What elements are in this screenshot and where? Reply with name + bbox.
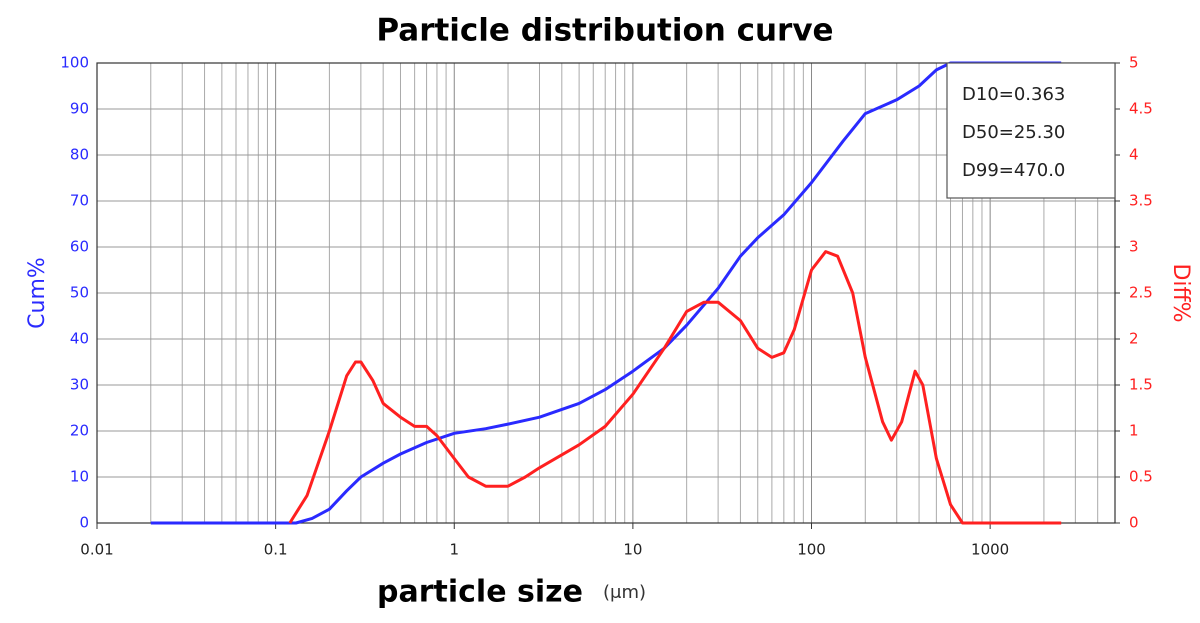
annotation-box bbox=[946, 62, 1116, 199]
series-line bbox=[288, 250, 1062, 525]
y-tick-label: 70 bbox=[70, 192, 89, 210]
y2-tick-label: 1.5 bbox=[1129, 376, 1153, 394]
y-tick-label: 40 bbox=[70, 330, 89, 348]
y-tick-label: 0 bbox=[79, 514, 89, 532]
y2-axis-label: Diff% bbox=[1168, 263, 1193, 322]
y2-tick-label: 0 bbox=[1129, 514, 1139, 532]
y-tick-label: 20 bbox=[70, 422, 89, 440]
x-tick-label: 0.01 bbox=[80, 541, 113, 559]
x-tick-label: 1 bbox=[449, 541, 459, 559]
series-line bbox=[150, 61, 1062, 525]
y-axis-label: Cum% bbox=[25, 257, 50, 329]
y2-tick-label: 4 bbox=[1129, 146, 1139, 164]
y2-tick-label: 1 bbox=[1129, 422, 1139, 440]
y-tick-label: 10 bbox=[70, 468, 89, 486]
annotation: D50=25.30 bbox=[962, 122, 1065, 143]
y2-tick-label: 3.5 bbox=[1129, 192, 1153, 210]
annotation: D99=470.0 bbox=[962, 160, 1065, 181]
plot-frame bbox=[96, 62, 1116, 524]
chart-title: Particle distribution curve bbox=[376, 13, 833, 49]
y-tick-label: 80 bbox=[70, 146, 89, 164]
y2-tick-label: 0.5 bbox=[1129, 468, 1153, 486]
y-tick-label: 60 bbox=[70, 238, 89, 256]
y2-tick-label: 2.5 bbox=[1129, 284, 1153, 302]
y-tick-label: 100 bbox=[60, 54, 89, 72]
y2-tick-label: 3 bbox=[1129, 238, 1139, 256]
y2-tick-label: 2 bbox=[1129, 330, 1139, 348]
x-tick-label: 100 bbox=[797, 541, 826, 559]
annotation: D10=0.363 bbox=[962, 84, 1065, 105]
y-tick-label: 30 bbox=[70, 376, 89, 394]
y2-tick-label: 5 bbox=[1129, 54, 1139, 72]
x-tick-label: 1000 bbox=[971, 541, 1009, 559]
x-axis-label: particle size bbox=[377, 575, 583, 610]
x-tick-label: 0.1 bbox=[264, 541, 288, 559]
x-axis-unit: (μm) bbox=[603, 582, 646, 603]
x-tick-label: 10 bbox=[623, 541, 642, 559]
y-tick-label: 50 bbox=[70, 284, 89, 302]
y2-tick-label: 4.5 bbox=[1129, 100, 1153, 118]
y-tick-label: 90 bbox=[70, 100, 89, 118]
